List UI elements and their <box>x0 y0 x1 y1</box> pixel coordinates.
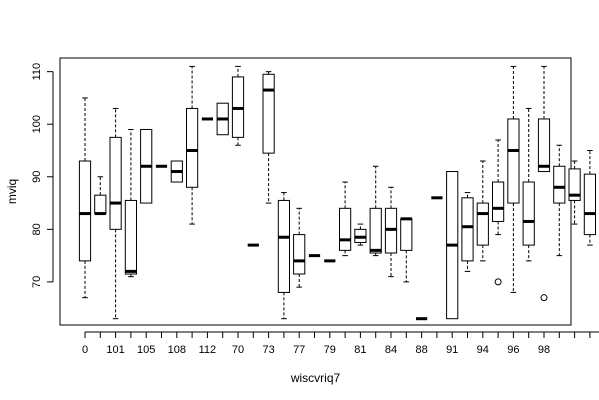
box-iqr <box>124 199 138 275</box>
x-tick-label: 94 <box>477 344 489 356</box>
x-axis-label: wiscvriq7 <box>290 371 341 385</box>
y-tick-label: 110 <box>31 63 43 81</box>
x-axis: 0 101 105 108 112 70 73 77 79 81 84 88 91 94 96 98 <box>82 331 599 356</box>
x-tick-label: 98 <box>538 344 550 356</box>
box-28 <box>507 65 520 293</box>
y-tick-label: 80 <box>31 223 43 235</box>
box-iqr <box>293 234 306 275</box>
box-26 <box>476 160 489 262</box>
box-0 <box>78 97 92 299</box>
y-axis: 70 80 90 100 110 <box>31 63 54 288</box>
box-iqr <box>537 118 551 173</box>
box-iqr <box>476 202 489 246</box>
box-4 <box>140 128 153 204</box>
box-iqr <box>568 168 581 201</box>
box-iqr <box>186 107 199 188</box>
box-iqr <box>400 218 413 251</box>
box-7 <box>186 65 199 225</box>
box-10 <box>231 65 245 146</box>
box-iqr <box>339 207 352 251</box>
x-tick-label: 73 <box>262 344 274 356</box>
x-tick-label: 112 <box>199 344 217 356</box>
box-33 <box>583 150 596 246</box>
box-12 <box>262 71 275 204</box>
box-20 <box>384 186 398 278</box>
y-axis-label: mviq <box>5 179 19 204</box>
box-iqr <box>583 173 596 236</box>
box-iqr <box>277 199 290 293</box>
box-18 <box>354 223 367 246</box>
x-tick-label: 91 <box>446 344 458 356</box>
x-tick-label: 101 <box>106 344 124 356</box>
box-14 <box>293 207 306 288</box>
box-17 <box>339 181 352 257</box>
x-tick-label: 79 <box>324 344 336 356</box>
box-iqr <box>94 194 107 215</box>
x-tick-label: 84 <box>385 344 397 356</box>
box-2 <box>109 107 122 320</box>
box-iqr <box>369 207 382 254</box>
x-tick-label: 0 <box>82 344 88 356</box>
box-25 <box>461 192 474 272</box>
box-19 <box>369 165 382 257</box>
box-9 <box>216 102 229 136</box>
x-tick-label: 77 <box>293 344 305 356</box>
x-tick-label: 70 <box>232 344 244 356</box>
box-24 <box>446 171 459 320</box>
box-iqr <box>492 181 505 222</box>
box-iqr <box>262 73 275 154</box>
box-iqr <box>553 165 566 204</box>
box-iqr <box>461 197 474 262</box>
box-series <box>78 65 596 321</box>
outlier-point <box>540 294 548 302</box>
x-tick-label: 81 <box>354 344 366 356</box>
box-30 <box>537 65 551 302</box>
x-tick-label: 108 <box>168 344 186 356</box>
y-tick-label: 100 <box>31 115 43 133</box>
box-1 <box>94 176 107 216</box>
x-tick-label: 88 <box>415 344 427 356</box>
y-tick-label: 90 <box>31 171 43 183</box>
box-iqr <box>78 160 92 262</box>
x-tick-label: 105 <box>137 344 155 356</box>
box-32 <box>568 160 581 225</box>
x-tick-label: 96 <box>507 344 519 356</box>
box-iqr <box>522 181 535 246</box>
box-13 <box>277 192 290 320</box>
box-6 <box>170 160 183 183</box>
box-31 <box>553 144 566 257</box>
box-29 <box>522 107 535 262</box>
y-tick-label: 70 <box>31 276 43 288</box>
outlier-point <box>494 278 502 286</box>
box-iqr <box>109 136 122 230</box>
box-3 <box>124 128 138 278</box>
box-iqr <box>507 118 520 204</box>
box-27 <box>492 139 505 286</box>
box-21 <box>400 217 413 283</box>
